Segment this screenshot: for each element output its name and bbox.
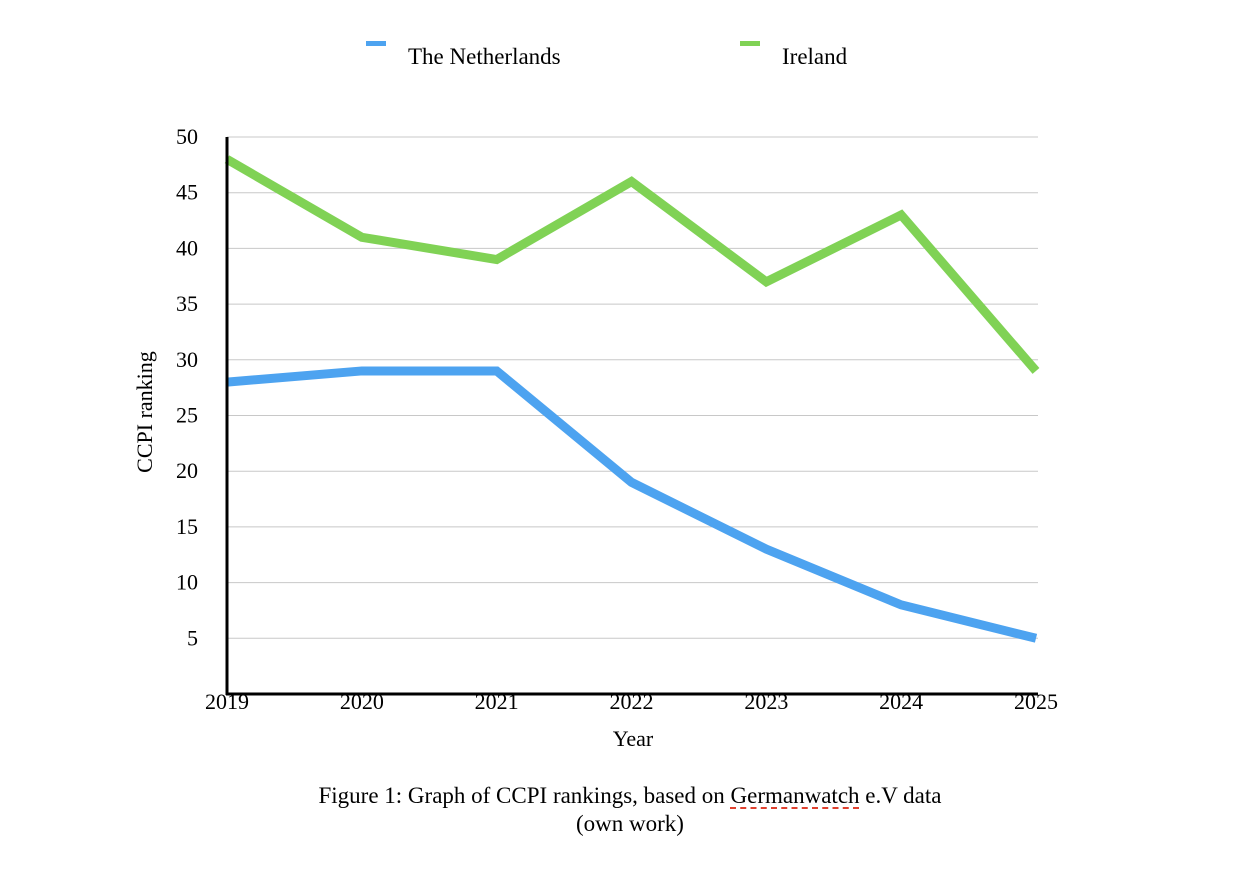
- caption-underlined-word: Germanwatch: [730, 783, 860, 808]
- gridlines: [227, 136, 1038, 639]
- y-tick-labels: 5 10 15 20 25 30 35 40 45 50: [176, 124, 198, 650]
- y-tick-label: 30: [176, 347, 198, 372]
- legend-label: The Netherlands: [408, 44, 561, 69]
- y-tick-label: 50: [176, 124, 198, 149]
- y-tick-label: 45: [176, 180, 198, 205]
- y-tick-label: 20: [176, 458, 198, 483]
- y-axis-label: CCPI ranking: [132, 351, 157, 473]
- legend-swatch: [740, 41, 760, 46]
- figure-caption: Figure 1: Graph of CCPI rankings, based …: [230, 782, 1030, 810]
- caption-text-start: Figure 1: Graph of CCPI rankings, based …: [318, 783, 731, 808]
- caption-text-end: e.V data: [859, 783, 942, 808]
- series-line-the-netherlands: [226, 366, 1038, 643]
- y-tick-label: 15: [176, 514, 198, 539]
- series-line-ireland: [224, 155, 1040, 374]
- legend: The Netherlands Ireland: [366, 41, 848, 69]
- y-tick-label: 10: [176, 570, 198, 595]
- y-tick-label: 40: [176, 235, 198, 260]
- x-axis-label: Year: [613, 726, 654, 751]
- y-tick-label: 35: [176, 291, 198, 316]
- legend-label: Ireland: [782, 44, 848, 69]
- y-tick-label: 25: [176, 403, 198, 428]
- legend-swatch: [366, 41, 386, 46]
- legend-item-ireland: Ireland: [740, 41, 848, 69]
- y-tick-label: 5: [187, 625, 198, 650]
- series-lines: [224, 155, 1040, 643]
- figure-caption-second-line: (own work): [576, 811, 684, 836]
- legend-item-the-netherlands: The Netherlands: [366, 41, 561, 69]
